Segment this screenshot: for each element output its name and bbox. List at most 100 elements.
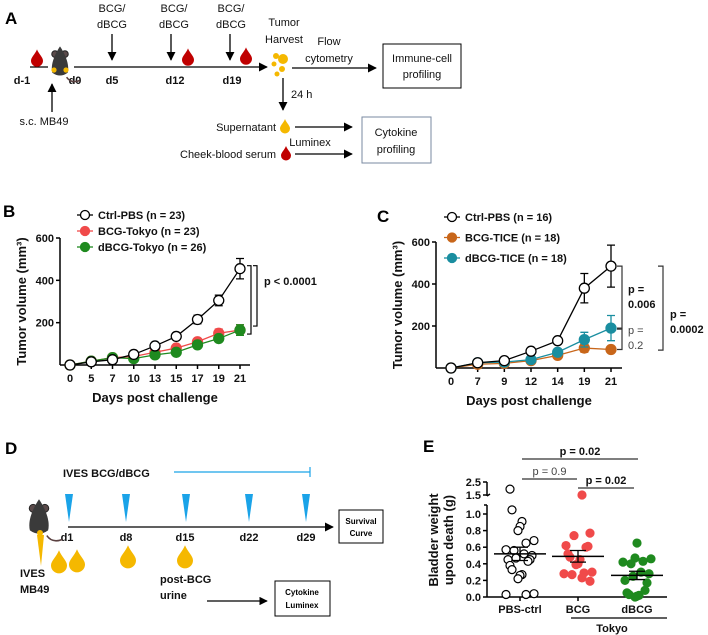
p-value-label: p = xyxy=(670,309,686,321)
x-tick-label: 10 xyxy=(128,373,140,385)
legend-marker xyxy=(446,211,458,223)
data-point xyxy=(507,505,517,515)
x-tick-label: 19 xyxy=(213,373,225,385)
panel-b: B 200 400 600 0 5 7 10 13 15 17 19 21 Days post chal… xyxy=(3,202,317,405)
urine-drop-icon xyxy=(177,545,193,569)
data-point xyxy=(552,335,564,347)
data-point xyxy=(64,359,76,371)
data-point xyxy=(577,490,587,500)
data-point xyxy=(578,282,590,294)
y-tick-label: 1.5 xyxy=(466,490,481,502)
panel-label: E xyxy=(423,437,434,456)
x-axis-title: Days post challenge xyxy=(466,393,592,408)
instillation-triangle-icon xyxy=(65,494,73,522)
harvest-label: Harvest xyxy=(265,34,303,46)
y-tick-label: 400 xyxy=(412,279,430,291)
mouse-icon xyxy=(51,46,81,83)
supernatant-drop-icon xyxy=(280,119,290,134)
x-tick-label: PBS-ctrl xyxy=(498,604,541,616)
treatment-label: BCG/ xyxy=(99,3,127,15)
panel-label: A xyxy=(5,9,17,28)
p-value-label: 0.006 xyxy=(628,299,656,311)
data-point xyxy=(620,575,630,586)
x-tick-label: 15 xyxy=(170,373,182,385)
data-point xyxy=(644,569,654,579)
data-point xyxy=(191,313,204,326)
urine-drop-icon xyxy=(120,545,136,569)
treatment-label: BCG/ xyxy=(218,3,246,15)
day-label: d29 xyxy=(297,532,316,544)
data-point xyxy=(170,330,182,343)
data-point xyxy=(85,356,97,368)
sem-bar xyxy=(570,549,586,563)
treatment-label: dBCG xyxy=(159,19,189,31)
significance-bracket xyxy=(617,328,623,351)
x-tick-label: 14 xyxy=(552,376,565,388)
blood-drop-icon xyxy=(182,48,195,66)
x-tick-label: 17 xyxy=(191,373,203,385)
injection-label: s.c. MB49 xyxy=(20,116,69,128)
series-ctrl xyxy=(64,257,246,371)
panel-label: B xyxy=(3,202,15,221)
significance-bracket xyxy=(253,265,258,327)
x-tick-label: 7 xyxy=(109,373,115,385)
data-point xyxy=(513,525,523,536)
flow-label: cytometry xyxy=(305,53,353,65)
data-point xyxy=(498,354,510,367)
legend-label: Ctrl-PBS (n = 23) xyxy=(98,210,185,222)
data-point xyxy=(170,346,182,358)
tumor-dot xyxy=(63,67,69,73)
mouse-tail xyxy=(46,535,63,542)
tumor-fragment-icon xyxy=(273,53,279,59)
data-point xyxy=(569,530,579,541)
data-point xyxy=(578,333,590,346)
data-point xyxy=(529,535,539,546)
y-axis xyxy=(484,504,488,597)
box-label: profiling xyxy=(403,69,442,81)
data-point xyxy=(521,589,531,600)
day-label: d5 xyxy=(106,75,119,87)
data-point xyxy=(529,589,539,599)
legend-label: dBCG-TICE (n = 18) xyxy=(465,253,567,265)
survival-curve-box xyxy=(338,509,384,544)
day-label: d22 xyxy=(240,532,259,544)
box-label: Survival xyxy=(345,517,376,526)
legend-marker xyxy=(79,225,91,237)
data-point xyxy=(505,484,515,494)
legend-label: BCG-Tokyo (n = 23) xyxy=(98,226,200,238)
day-label: d-1 xyxy=(14,75,31,87)
y-tick-label: 0.8 xyxy=(466,526,481,538)
data-point xyxy=(618,557,628,567)
legend-label: dBCG-Tokyo (n = 26) xyxy=(98,242,207,254)
day-label: d1 xyxy=(61,532,74,544)
data-point xyxy=(577,573,587,583)
series-BCG xyxy=(552,490,604,586)
y-tick-label: 1.0 xyxy=(466,509,481,521)
urine-drop-icon xyxy=(51,550,67,574)
data-point xyxy=(445,362,457,374)
p-value-label: p = 0.02 xyxy=(586,475,627,487)
blood-drop-icon xyxy=(281,146,291,161)
box-label: profiling xyxy=(377,144,416,156)
x-tick-label: 13 xyxy=(149,373,161,385)
tumor-fragment-icon xyxy=(271,61,277,67)
data-point xyxy=(605,343,617,356)
data-point xyxy=(559,569,569,579)
y-tick-label: 200 xyxy=(412,321,430,333)
p-value-label: p = xyxy=(628,325,644,337)
significance-bracket xyxy=(247,265,252,335)
y-tick-label: 0.4 xyxy=(466,559,482,571)
p-value-label: p = xyxy=(628,284,644,296)
tumor-dot xyxy=(51,67,57,73)
data-point xyxy=(581,542,591,552)
treatment-label: dBCG xyxy=(97,19,127,31)
p-value-label: p = 0.02 xyxy=(560,446,601,458)
mouse-tail xyxy=(65,76,81,83)
tumor-fragment-icon xyxy=(279,66,285,72)
cytokine-profiling-box xyxy=(361,116,432,164)
data-point xyxy=(507,565,517,575)
data-point xyxy=(523,556,533,566)
data-point xyxy=(552,346,564,358)
data-point xyxy=(605,322,617,334)
